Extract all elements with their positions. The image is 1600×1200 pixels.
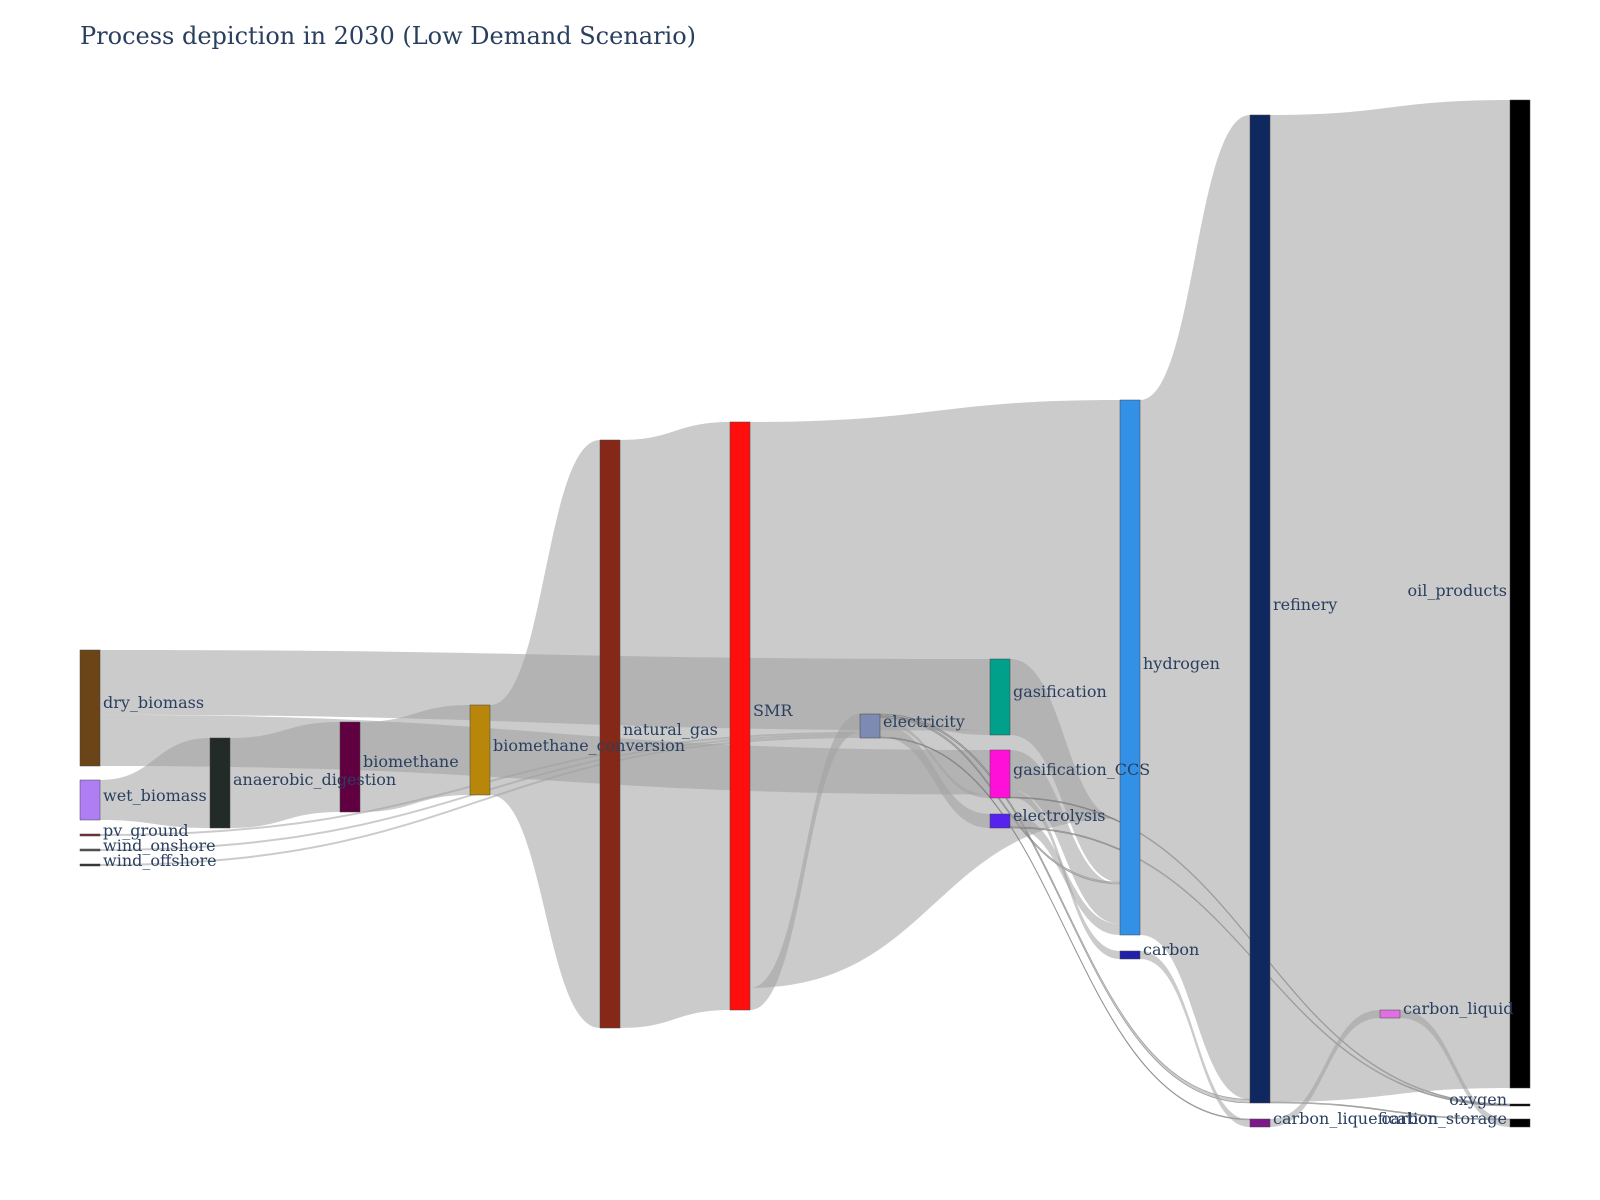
node-label-wind_offshore: wind_offshore — [103, 851, 217, 870]
sankey-node-electricity[interactable] — [859, 713, 881, 739]
sankey-node-oil_products[interactable] — [1509, 99, 1531, 1089]
sankey-link-gasification_CCS-to-hydrogen[interactable] — [1010, 750, 1120, 925]
node-label-biomethane: biomethane — [363, 752, 459, 771]
sankey-link-SMR-to-hydrogen[interactable] — [750, 400, 1120, 988]
sankey-link-SMR-to-electricity[interactable] — [750, 714, 860, 1010]
sankey-link-electricity-to-electrolysis[interactable] — [880, 724, 990, 828]
sankey-node-refinery[interactable] — [1249, 114, 1271, 1104]
sankey-link-gasification-to-hydrogen[interactable] — [1010, 659, 1120, 883]
node-label-carbon_storage: carbon_storage — [1382, 1109, 1508, 1128]
sankey-node-carbon_storage[interactable] — [1509, 1118, 1531, 1128]
node-label-pv_ground: pv_ground — [103, 821, 189, 840]
node-label-wind_onshore: wind_onshore — [103, 836, 216, 855]
sankey-link-biomethane-to-biomethane_conversion[interactable] — [360, 705, 470, 812]
node-label-hydrogen: hydrogen — [1143, 654, 1220, 673]
sankey-node-carbon_liquefication[interactable] — [1249, 1118, 1271, 1128]
node-label-SMR: SMR — [753, 701, 793, 720]
sankey-node-oxygen[interactable] — [1509, 1103, 1531, 1107]
node-label-electrolysis: electrolysis — [1013, 806, 1105, 825]
sankey-link-biomethane_conversion-to-natural_gas[interactable] — [490, 440, 600, 1028]
sankey-node-biomethane[interactable] — [339, 721, 361, 813]
sankey-node-carbon_liquid[interactable] — [1379, 1009, 1401, 1019]
sankey-link-carbon-to-carbon_liquefication[interactable] — [1140, 951, 1250, 1127]
page-title: Process depiction in 2030 (Low Demand Sc… — [80, 22, 697, 50]
sankey-node-gasification[interactable] — [989, 658, 1011, 736]
node-label-wet_biomass: wet_biomass — [103, 786, 207, 805]
sankey-link-carbon_liquid-to-carbon_storage[interactable] — [1400, 1010, 1510, 1127]
node-label-carbon_liquefication: carbon_liquefication — [1273, 1109, 1438, 1128]
sankey-link-anaerobic_digestion-to-biomethane[interactable] — [230, 722, 340, 828]
node-label-natural_gas: natural_gas — [623, 720, 718, 739]
sankey-node-electrolysis[interactable] — [989, 813, 1011, 829]
sankey-labels: dry_biomass wet_biomass pv_groundwind_onsh… — [103, 581, 1513, 1128]
sankey-node-dry_biomass[interactable] — [79, 649, 101, 767]
sankey-link-carbon_liquefication-to-carbon_liquid[interactable] — [1270, 1010, 1380, 1127]
node-label-dry_biomass: dry_biomass — [103, 693, 204, 712]
sankey-node-carbon[interactable] — [1119, 950, 1141, 960]
node-label-gasification_CCS: gasification_CCS — [1013, 760, 1150, 779]
node-label-carbon: carbon — [1143, 940, 1199, 959]
sankey-node-pv_ground[interactable] — [79, 833, 101, 837]
sankey-node-anaerobic_digestion[interactable] — [209, 737, 231, 829]
sankey-nodes — [79, 99, 1531, 1128]
node-label-refinery: refinery — [1273, 595, 1337, 614]
sankey-node-gasification_CCS[interactable] — [989, 749, 1011, 799]
sankey-node-natural_gas[interactable] — [599, 439, 621, 1029]
node-label-electricity: electricity — [883, 712, 965, 731]
node-label-anaerobic_digestion: anaerobic_digestion — [233, 770, 396, 789]
sankey-node-biomethane_conversion[interactable] — [469, 704, 491, 796]
sankey-link-refinery-to-oil_products[interactable] — [1270, 100, 1510, 1103]
node-label-gasification: gasification — [1013, 682, 1107, 701]
sankey-link-natural_gas-to-SMR[interactable] — [620, 422, 730, 1028]
sankey-node-hydrogen[interactable] — [1119, 399, 1141, 936]
node-label-oil_products: oil_products — [1407, 581, 1507, 600]
sankey-links — [100, 100, 1511, 1127]
sankey-link-electricity-to-gasification[interactable] — [880, 717, 990, 735]
sankey-link-hydrogen-to-refinery[interactable] — [1140, 115, 1250, 1100]
node-label-carbon_liquid: carbon_liquid — [1403, 999, 1513, 1018]
node-label-biomethane_conversion: biomethane_conversion — [493, 736, 685, 755]
sankey-node-wet_biomass[interactable] — [79, 779, 101, 821]
node-label-oxygen: oxygen — [1449, 1090, 1507, 1109]
sankey-link-electricity-to-gasification_CCS[interactable] — [880, 721, 990, 798]
sankey-link-wind_offshore-to-electricity[interactable] — [100, 736, 860, 866]
sankey-node-wind_onshore[interactable] — [79, 848, 101, 852]
sankey-link-electrolysis-to-hydrogen[interactable] — [1010, 814, 1120, 935]
sankey-link-wet_biomass-to-anaerobic_digestion[interactable] — [100, 738, 210, 828]
sankey-node-wind_offshore[interactable] — [79, 863, 101, 867]
sankey-node-SMR[interactable] — [729, 421, 751, 1011]
